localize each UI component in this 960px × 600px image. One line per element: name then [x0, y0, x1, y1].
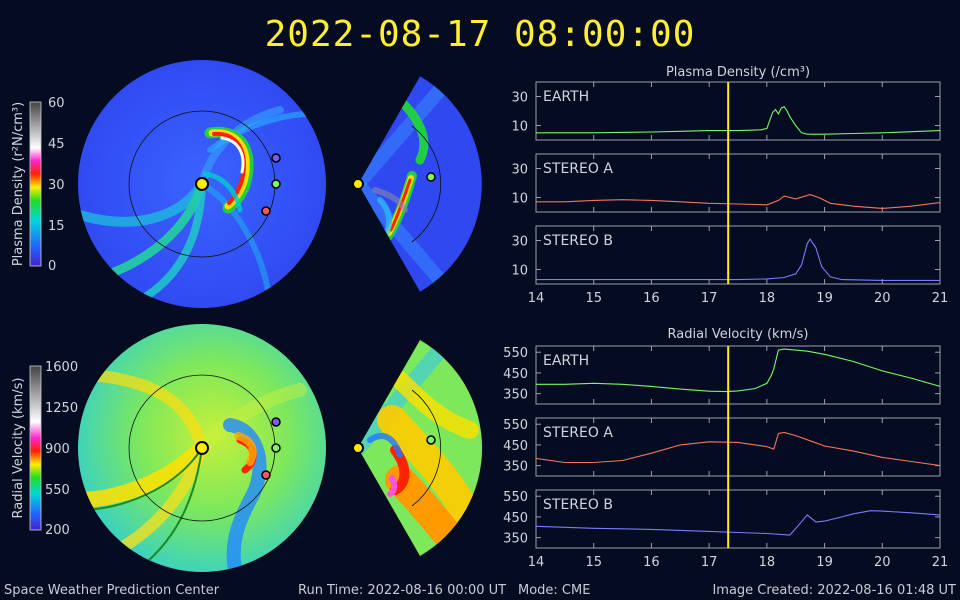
earth-marker — [426, 435, 436, 445]
footer-run-time: Run Time: 2022-08-16 00:00 UT — [298, 583, 507, 598]
velocity-colorbar: 1600 1250 900 550 200 Radial Velocity (k… — [11, 360, 78, 538]
colorbar-tick: 200 — [45, 523, 70, 538]
footer-org: Space Weather Prediction Center — [4, 583, 220, 598]
y-tick-label: 10 — [511, 120, 528, 135]
velocity-ecliptic-disc — [78, 324, 326, 572]
x-tick-label: 18 — [759, 291, 776, 306]
panel-stereo-a: 10 30 STEREO A — [511, 153, 941, 213]
earth-marker — [426, 172, 436, 182]
velocity-meridional-wedge — [352, 340, 483, 556]
density-colorbar: 60 45 30 15 0 Plasma Density (r²N/cm³) — [11, 96, 65, 274]
colorbar-tick: 60 — [48, 96, 65, 111]
stereo-a-marker — [261, 470, 271, 480]
y-tick-label: 30 — [511, 163, 528, 178]
y-tick-label: 550 — [503, 418, 528, 433]
panel-name: EARTH — [543, 89, 589, 105]
earth-marker — [271, 443, 281, 453]
colorbar-tick: 900 — [45, 442, 70, 457]
x-tick-label: 17 — [701, 291, 718, 306]
earth-marker — [271, 179, 281, 189]
sun-marker — [195, 441, 209, 455]
x-tick-label: 21 — [932, 555, 949, 570]
stereo-a-marker — [261, 206, 271, 216]
y-tick-label: 450 — [503, 439, 528, 454]
panel-frame — [535, 489, 941, 549]
density-ecliptic-disc — [78, 60, 326, 308]
panel-name: EARTH — [543, 353, 589, 369]
footer-mode: Mode: CME — [518, 583, 591, 598]
panel-stereo-a: 350 450 550 STEREO A — [503, 417, 941, 477]
panel-stereo-b: 10 30 STEREO B — [511, 225, 941, 285]
x-tick-label: 19 — [816, 555, 833, 570]
x-tick-label: 18 — [759, 555, 776, 570]
panel-name: STEREO A — [543, 425, 613, 441]
colorbar-label: Plasma Density (r²N/cm³) — [11, 102, 26, 266]
footer-image-created: Image Created: 2022-08-16 01:48 UT — [712, 583, 956, 598]
colorbar-tick: 15 — [48, 219, 65, 234]
density-meridional-wedge — [352, 75, 483, 293]
chart-title: Radial Velocity (km/s) — [668, 327, 809, 342]
x-tick-label: 15 — [585, 291, 602, 306]
x-tick-label: 15 — [585, 555, 602, 570]
y-tick-label: 450 — [503, 367, 528, 382]
panel-frame — [535, 225, 941, 285]
y-tick-label: 10 — [511, 192, 528, 207]
colorbar-tick: 550 — [45, 483, 70, 498]
x-tick-label: 14 — [528, 555, 545, 570]
y-tick-label: 30 — [511, 235, 528, 250]
panel-frame — [535, 345, 941, 405]
series-line-stereo-b — [536, 238, 940, 281]
series-line-stereo-b — [535, 510, 941, 536]
y-tick-label: 350 — [503, 460, 528, 475]
x-tick-label: 19 — [816, 291, 833, 306]
series-line-earth — [536, 105, 941, 135]
colorbar-tick: 45 — [48, 137, 65, 152]
series-line-stereo-a — [536, 194, 941, 209]
colorbar-tick: 1250 — [45, 401, 78, 416]
x-tick-label: 21 — [932, 291, 949, 306]
series-line-earth — [536, 348, 941, 393]
panel-name: STEREO B — [543, 497, 613, 513]
stereo-b-marker — [271, 153, 281, 163]
colorbar-tick: 30 — [48, 178, 65, 193]
sun-marker — [352, 178, 364, 190]
y-tick-label: 30 — [511, 91, 528, 106]
x-tick-label: 20 — [874, 555, 891, 570]
x-tick-label: 17 — [701, 555, 718, 570]
x-tick-label: 16 — [643, 291, 660, 306]
y-tick-label: 10 — [511, 264, 528, 279]
panel-frame — [535, 417, 941, 477]
panel-frame — [535, 153, 941, 213]
chart-title: Plasma Density (/cm³) — [666, 65, 810, 80]
y-tick-label: 350 — [503, 388, 528, 403]
timestamp-title: 2022-08-17 08:00:00 — [264, 14, 696, 55]
x-tick-label: 16 — [643, 555, 660, 570]
panel-stereo-b: 350 450 550 STEREO B — [503, 489, 941, 549]
panel-frame — [535, 81, 941, 141]
panel-earth: 10 30 EARTH — [511, 81, 941, 141]
y-tick-label: 450 — [503, 511, 528, 526]
y-tick-label: 550 — [503, 490, 528, 505]
x-tick-label: 14 — [528, 291, 545, 306]
plasma-density-chart: Plasma Density (/cm³) 10 30 EARTH 10 30 STEREO… — [511, 65, 948, 306]
panel-earth: 350 450 550 EARTH — [503, 345, 941, 405]
y-tick-label: 550 — [503, 346, 528, 361]
x-tick-label: 20 — [874, 291, 891, 306]
stereo-b-marker — [271, 417, 281, 427]
y-tick-label: 350 — [503, 532, 528, 547]
panel-name: STEREO A — [543, 161, 613, 177]
colorbar-tick: 1600 — [45, 360, 78, 375]
series-line-stereo-a — [535, 431, 941, 467]
colorbar-label: Radial Velocity (km/s) — [11, 378, 26, 519]
sun-marker — [352, 442, 364, 454]
colorbar-tick: 0 — [48, 259, 56, 274]
panel-name: STEREO B — [543, 233, 613, 249]
radial-velocity-chart: Radial Velocity (km/s) 350 450 550 EARTH 350 4… — [503, 327, 948, 570]
sun-marker — [195, 177, 209, 191]
